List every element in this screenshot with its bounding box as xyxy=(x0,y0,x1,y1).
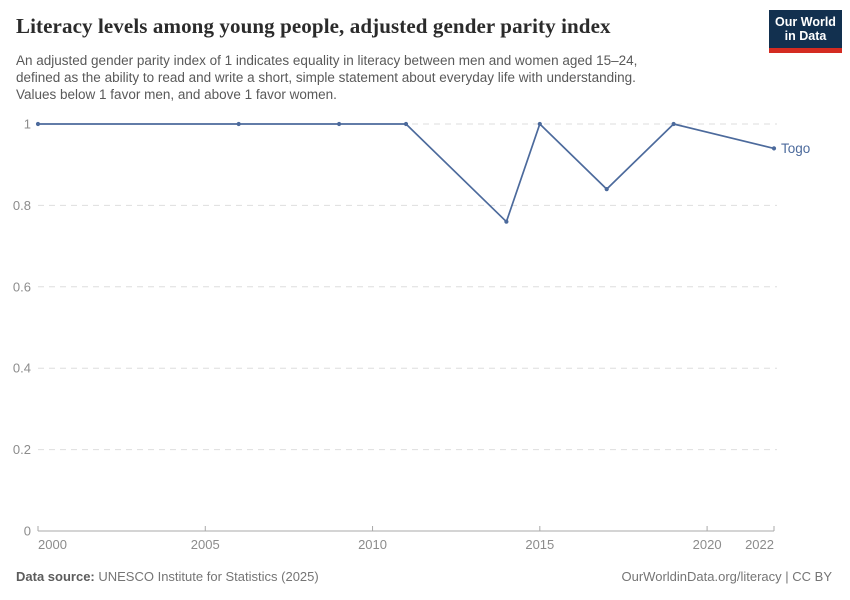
y-tick-label: 0 xyxy=(24,524,31,539)
y-tick-label: 0.2 xyxy=(13,442,31,457)
owid-logo-line2: in Data xyxy=(784,29,827,43)
subtitle-line: Values below 1 favor men, and above 1 fa… xyxy=(16,87,337,102)
data-point-marker[interactable] xyxy=(236,121,241,127)
data-point-marker[interactable] xyxy=(771,146,777,151)
data-point-marker[interactable] xyxy=(35,121,41,127)
x-tick-label: 2015 xyxy=(525,537,554,552)
data-source-label: Data source: xyxy=(16,569,95,584)
owid-logo[interactable]: Our World in Data xyxy=(769,10,842,53)
series-line[interactable] xyxy=(37,123,775,223)
data-point-marker[interactable] xyxy=(604,187,609,192)
data-point-marker[interactable] xyxy=(403,121,409,127)
y-tick-label: 0.6 xyxy=(13,279,31,294)
data-point-marker[interactable] xyxy=(537,121,542,127)
x-tick-label: 2010 xyxy=(358,537,387,552)
y-tick-label: 0.4 xyxy=(13,361,31,376)
y-tick-label: 0.8 xyxy=(13,198,31,213)
page-title: Literacy levels among young people, adju… xyxy=(16,14,611,38)
x-tick-label: 2000 xyxy=(38,537,67,552)
subtitle-line: defined as the ability to read and write… xyxy=(16,70,636,85)
data-point-marker[interactable] xyxy=(337,121,342,127)
x-tick-label: 2020 xyxy=(693,537,722,552)
series-entity-label[interactable]: Togo xyxy=(781,141,810,156)
data-point-marker[interactable] xyxy=(504,219,509,224)
y-tick-label: 1 xyxy=(24,117,31,132)
owid-logo-line1: Our World xyxy=(775,14,836,29)
x-tick-label: 2022 xyxy=(745,537,774,552)
chart-subtitle: An adjusted gender parity index of 1 ind… xyxy=(16,52,732,103)
subtitle-line: An adjusted gender parity index of 1 ind… xyxy=(16,53,638,68)
credit-link[interactable]: OurWorldinData.org/literacy | CC BY xyxy=(621,569,832,584)
data-source-note: Data source: UNESCO Institute for Statis… xyxy=(16,569,319,584)
data-source-value: UNESCO Institute for Statistics (2025) xyxy=(94,569,319,584)
x-tick-label: 2005 xyxy=(191,537,220,552)
data-point-marker[interactable] xyxy=(671,121,676,127)
